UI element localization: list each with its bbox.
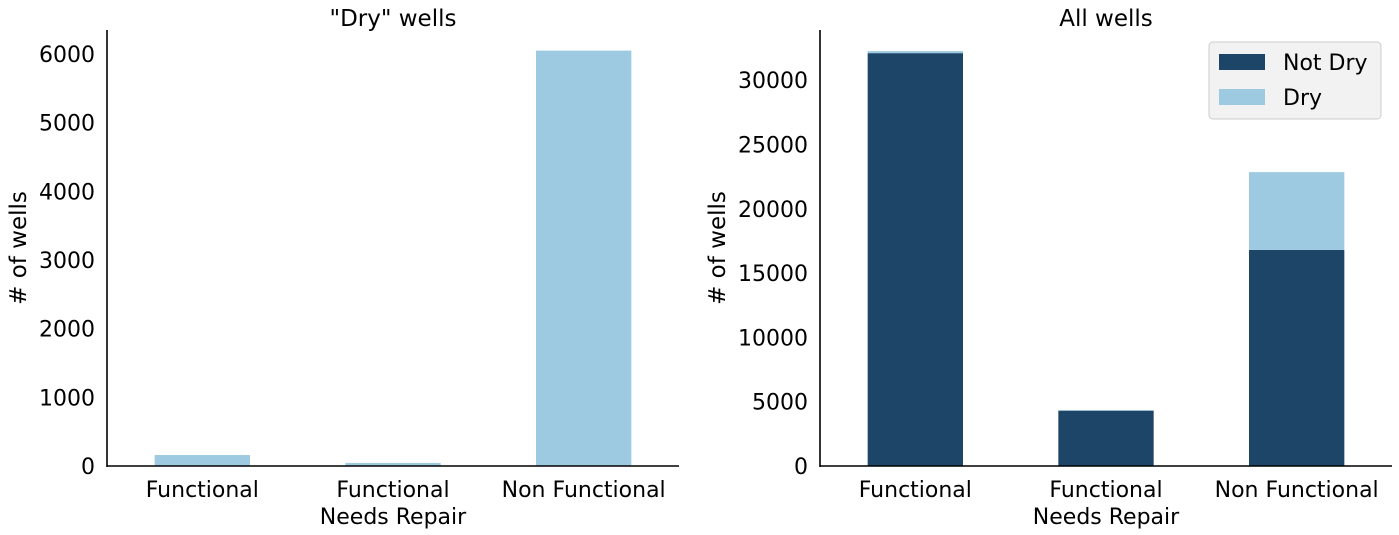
legend-swatch-dry (1219, 89, 1265, 105)
y-tick-label: 15000 (738, 262, 808, 287)
bar-not-dry-2 (1058, 410, 1154, 466)
x-tick-label: Functional (336, 478, 449, 503)
legend-label: Not Dry (1283, 51, 1368, 76)
legend-label: Dry (1283, 86, 1322, 111)
x-tick-label: Functional (859, 478, 972, 503)
bar-dry-3 (1249, 172, 1345, 250)
legend-swatch-not-dry (1219, 54, 1265, 70)
chart-title: All wells (1059, 6, 1153, 32)
y-tick-label: 0 (81, 455, 95, 480)
chart-2: 0 5000 10000 15000 20000 25000 30000 Functional… (705, 6, 1392, 530)
y-tick-label: 10000 (738, 326, 808, 351)
y-tick-label: 1000 (39, 386, 95, 411)
y-tick-label: 25000 (738, 133, 808, 158)
x-tick-label: Needs Repair (1033, 505, 1180, 530)
legend: Not Dry Dry (1208, 41, 1382, 120)
x-tick-label: Non Functional (1215, 478, 1379, 503)
y-tick-label: 20000 (738, 198, 808, 223)
chart-title: "Dry" wells (330, 6, 457, 32)
chart-1: 0 1000 2000 3000 4000 5000 6000 Functional Funct… (6, 6, 679, 530)
y-tick-label: 6000 (39, 43, 95, 68)
y-tick-label: 0 (794, 455, 808, 480)
x-tick-label: Functional (1049, 478, 1162, 503)
x-tick-label: Non Functional (502, 478, 666, 503)
y-tick-label: 30000 (738, 69, 808, 94)
bar-dry-2 (1058, 410, 1154, 411)
bar-not-dry-1 (867, 53, 963, 466)
y-tick-label: 2000 (39, 318, 95, 343)
bar-dry-3 (536, 50, 632, 467)
y-axis-label: # of wells (6, 191, 32, 305)
y-tick-label: 5000 (752, 391, 808, 416)
y-tick-label: 3000 (39, 249, 95, 274)
x-tick-label: Functional (146, 478, 259, 503)
bar-dry-1 (867, 51, 963, 54)
bar-dry-1 (154, 455, 250, 466)
y-axis-label: # of wells (705, 191, 731, 305)
x-tick-label: Needs Repair (320, 505, 467, 530)
bar-dry-2 (345, 462, 441, 466)
y-tick-label: 4000 (39, 180, 95, 205)
bar-not-dry-3 (1249, 249, 1345, 466)
y-tick-label: 5000 (39, 112, 95, 137)
